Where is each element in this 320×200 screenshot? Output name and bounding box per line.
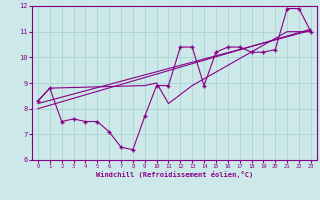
X-axis label: Windchill (Refroidissement éolien,°C): Windchill (Refroidissement éolien,°C) (96, 171, 253, 178)
